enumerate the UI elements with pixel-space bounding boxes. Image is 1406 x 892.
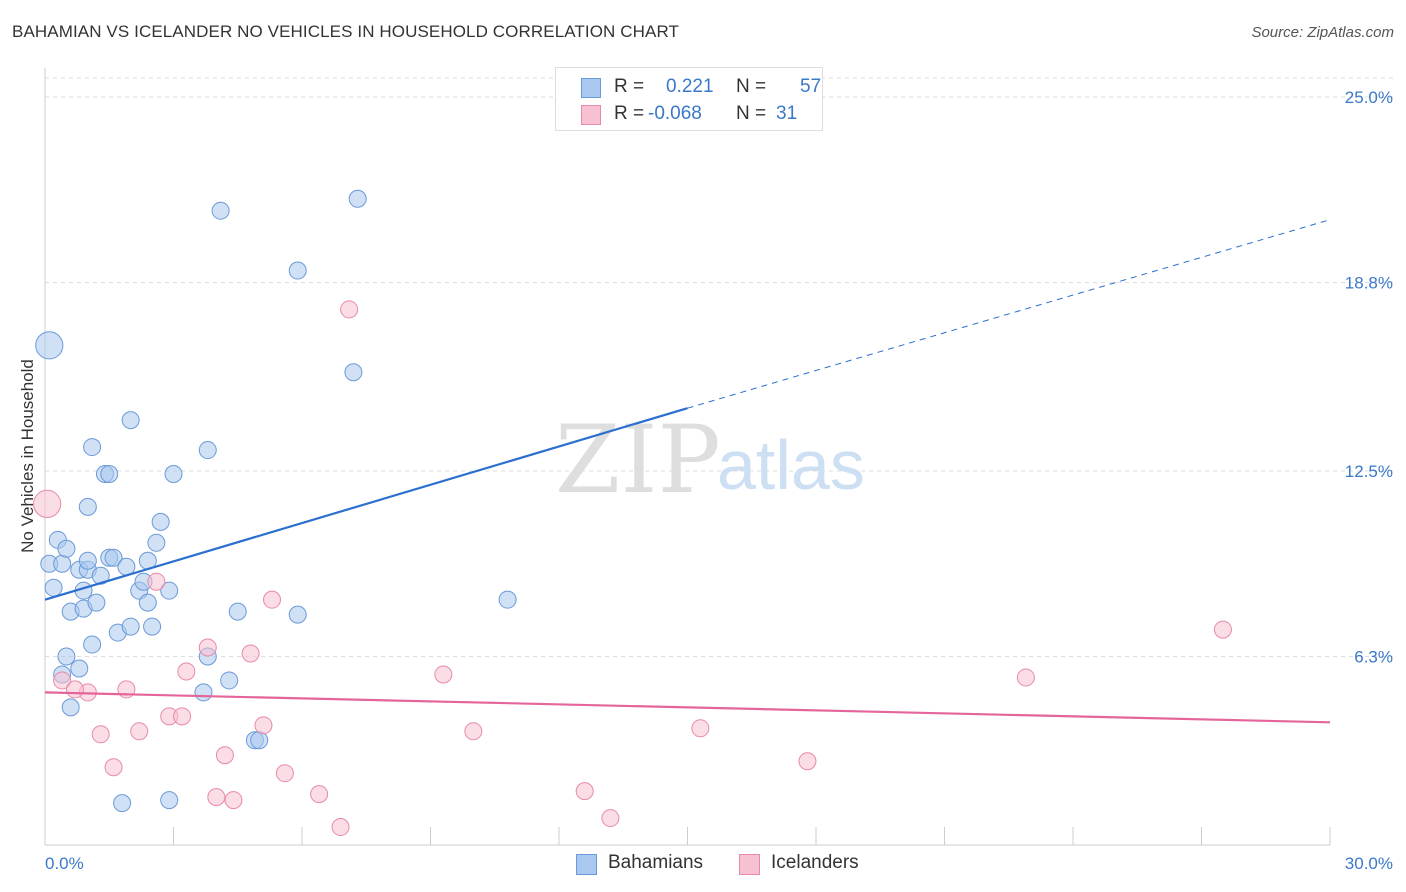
bahamian-point [160, 581, 179, 600]
icelander-point [53, 671, 72, 690]
bahamian-point [250, 731, 269, 750]
bahamian-point [57, 539, 76, 558]
icelander-point [434, 665, 453, 684]
bahamian-point [147, 533, 166, 552]
source-label: Source: ZipAtlas.com [1251, 24, 1394, 41]
bahamian-point [288, 261, 307, 280]
bahamians-trend-line [44, 407, 688, 601]
bahamians-trend-extension [687, 219, 1331, 409]
bahamian-point [151, 512, 170, 531]
icelander-point [798, 752, 817, 771]
watermark-zip: ZIP [555, 406, 721, 515]
bahamian-point [138, 593, 157, 612]
icelander-point [241, 644, 260, 663]
r-label: R = [614, 103, 645, 124]
bahamian-point [288, 605, 307, 624]
bahamian-point [91, 566, 110, 585]
y-tick-label: 18.8% [1345, 274, 1393, 293]
icelander-point [254, 716, 273, 735]
bahamian-point [160, 791, 179, 810]
bahamian-point [211, 201, 230, 220]
icelander-point [173, 707, 192, 726]
bahamians-swatch [581, 78, 601, 98]
y-tick-label: 25.0% [1345, 88, 1393, 107]
legend-label-icelanders: Icelanders [771, 852, 859, 873]
bahamian-point [344, 363, 363, 382]
bahamian-point [35, 331, 64, 360]
icelander-point [331, 818, 350, 837]
stats-box: R = 0.221 N = 57 R = -0.068 N = 31 [555, 67, 823, 131]
icelanders-trend-line [44, 691, 1331, 724]
bahamian-point [194, 683, 213, 702]
icelander-point [340, 300, 359, 319]
icelander-point [130, 722, 149, 741]
bahamian-point [78, 497, 97, 516]
bahamian-point [83, 438, 102, 457]
r-value: -0.068 [648, 103, 702, 124]
icelander-point [177, 662, 196, 681]
icelander-point [575, 782, 594, 801]
bahamian-point [53, 554, 72, 573]
icelander-point [691, 719, 710, 738]
icelander-point [33, 489, 62, 519]
icelander-point [1016, 668, 1035, 687]
n-value: 31 [776, 103, 798, 124]
bahamian-point [164, 464, 183, 483]
x-tick-label: 0.0% [45, 854, 84, 873]
r-value: 0.221 [666, 76, 714, 97]
bahamian-point [100, 464, 119, 483]
y-tick-label: 6.3% [1354, 648, 1393, 667]
icelanders-swatch [581, 105, 601, 125]
bahamian-point [57, 647, 76, 666]
icelander-point [215, 746, 234, 765]
icelander-point [224, 791, 243, 810]
icelanders-legend-swatch [739, 854, 760, 875]
icelander-point [65, 680, 84, 699]
r-label: R = [614, 76, 645, 97]
x-tick-label: 30.0% [1345, 854, 1393, 873]
bahamian-point [348, 189, 367, 208]
icelander-point [147, 572, 166, 591]
legend-label-bahamians: Bahamians [608, 852, 704, 873]
bahamian-point [228, 602, 247, 621]
bahamian-point [143, 617, 162, 636]
icelander-point [601, 809, 620, 828]
icelander-point [464, 722, 483, 741]
bahamian-point [121, 617, 140, 636]
bahamians-legend-swatch [576, 854, 597, 875]
n-label: N = [736, 76, 767, 97]
n-label: N = [736, 103, 767, 124]
stats-row-bahamians: R = 0.221 N = 57 [556, 74, 822, 102]
bahamian-point [61, 698, 80, 717]
bahamian-point [104, 548, 123, 567]
bahamian-point [198, 441, 217, 460]
n-value: 57 [800, 76, 822, 97]
bahamian-point [44, 578, 63, 597]
bahamian-point [78, 551, 97, 570]
y-axis-label: No Vehicles in Household [18, 359, 37, 553]
icelander-point [91, 725, 110, 744]
icelander-point [1213, 620, 1232, 639]
icelander-point [198, 638, 217, 657]
icelander-point [104, 758, 123, 777]
stats-row-icelanders: R = -0.068 N = 31 [556, 101, 822, 129]
chart-title: BAHAMIAN VS ICELANDER NO VEHICLES IN HOU… [12, 22, 680, 41]
bahamian-point [498, 590, 517, 609]
bahamian-point [87, 593, 106, 612]
icelander-point [275, 764, 294, 783]
bahamian-point [70, 659, 89, 678]
watermark-atlas: atlas [717, 426, 865, 504]
y-tick-label: 12.5% [1345, 462, 1393, 481]
bahamian-point [113, 794, 132, 813]
icelander-point [310, 785, 329, 804]
bahamian-point [121, 411, 140, 430]
icelander-point [263, 590, 282, 609]
bahamian-point [220, 671, 239, 690]
bahamian-point [83, 635, 102, 654]
icelander-point [207, 788, 226, 807]
